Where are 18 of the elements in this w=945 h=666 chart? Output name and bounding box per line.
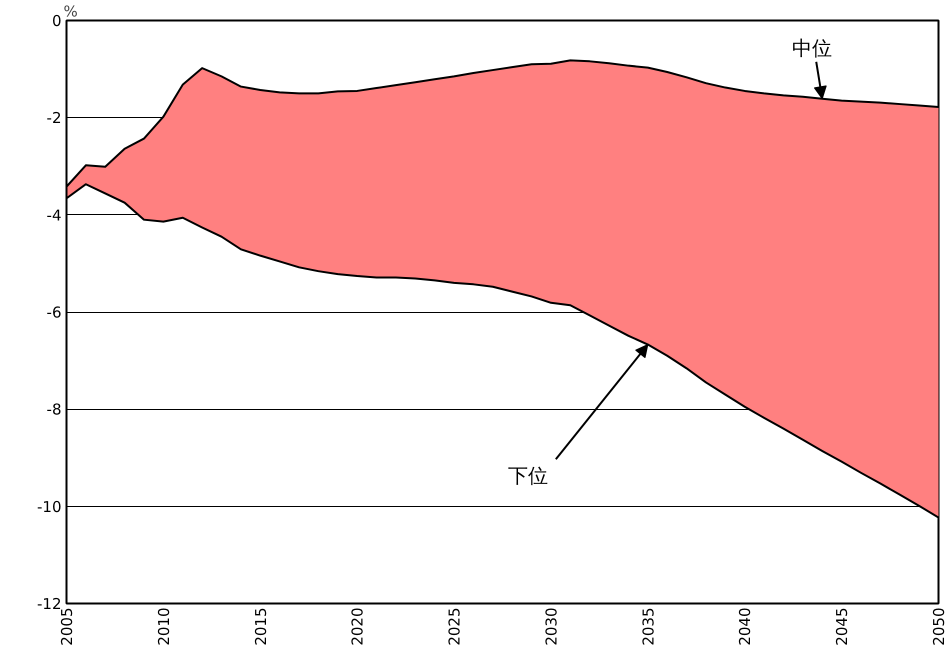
y-axis-title: % [64, 2, 78, 20]
x-tick-label: 2035 [639, 607, 658, 646]
x-tick-label: 2030 [542, 607, 560, 646]
x-tick-label: 2025 [446, 607, 464, 646]
x-tick-label: 2010 [154, 607, 173, 646]
annotation: 下位 [508, 463, 548, 488]
x-tick-label: 2040 [736, 607, 754, 646]
x-tick-label: 2045 [833, 607, 852, 646]
annotation: 中位 [792, 36, 832, 60]
y-tick-label: -6 [46, 304, 62, 322]
x-tick-label: 2050 [930, 607, 945, 646]
y-tick-label: -4 [46, 206, 62, 224]
x-tick-label: 2020 [348, 607, 367, 646]
y-tick-label: 0 [52, 12, 62, 30]
y-tick-label: -10 [37, 498, 62, 516]
y-tick-label: -8 [46, 400, 62, 419]
y-tick-label: -2 [46, 109, 62, 128]
x-tick-label: 2015 [252, 607, 270, 646]
